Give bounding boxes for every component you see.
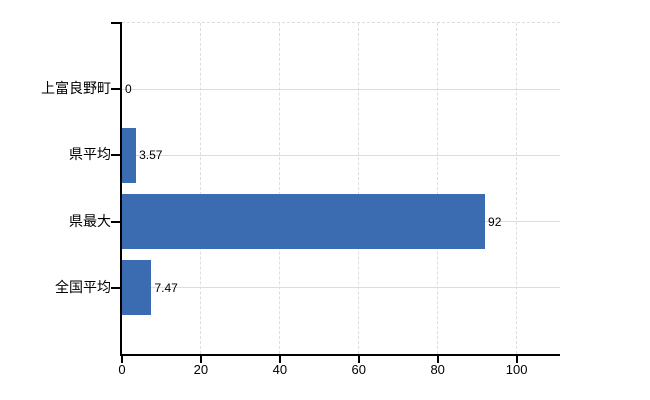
x-axis-line: [120, 354, 560, 356]
x-tick-label: 80: [430, 362, 445, 377]
x-tick-mark: [121, 356, 123, 363]
x-tick-mark: [278, 356, 281, 363]
x-tick-label: 20: [193, 362, 209, 377]
x-tick-mark: [436, 356, 439, 363]
y-axis-top-tick: [111, 22, 120, 24]
category-label: 上富良野町: [41, 80, 111, 97]
x-tick-label: 60: [351, 362, 366, 377]
bar-value-label: 3.57: [139, 148, 163, 163]
bar: [122, 194, 486, 250]
x-gridline: [515, 23, 517, 354]
y-tick-mark: [111, 286, 120, 289]
x-gridline: [278, 23, 280, 354]
bar-value-label: 0: [125, 82, 132, 97]
x-tick-label: 100: [505, 362, 528, 377]
x-gridline: [199, 23, 201, 354]
category-label: 県最大: [69, 212, 111, 229]
bar-value-label: 7.47: [154, 280, 178, 295]
x-tick-mark: [515, 356, 518, 363]
x-gridline: [436, 23, 438, 354]
category-label: 県平均: [69, 146, 111, 163]
y-axis-line: [120, 22, 122, 356]
plot-area: 0 3.57 92 7.47: [111, 22, 560, 363]
x-gridline: [357, 23, 359, 354]
x-tick-mark: [357, 356, 360, 363]
x-tick-label: 0: [118, 362, 126, 377]
category-label: 全国平均: [55, 278, 111, 295]
y-gridline: [122, 88, 560, 90]
bar-value-label: 92: [488, 214, 502, 229]
y-gridline: [122, 154, 560, 156]
y-tick-mark: [111, 88, 120, 91]
bar: [122, 127, 137, 183]
y-gridline: [122, 287, 560, 289]
x-tick-mark: [199, 356, 202, 363]
bar: [122, 260, 152, 316]
y-tick-mark: [111, 154, 120, 157]
x-tick-label: 40: [272, 362, 288, 377]
y-tick-mark: [111, 220, 120, 223]
bar-layer: 0 3.57 92 7.47: [122, 23, 560, 354]
